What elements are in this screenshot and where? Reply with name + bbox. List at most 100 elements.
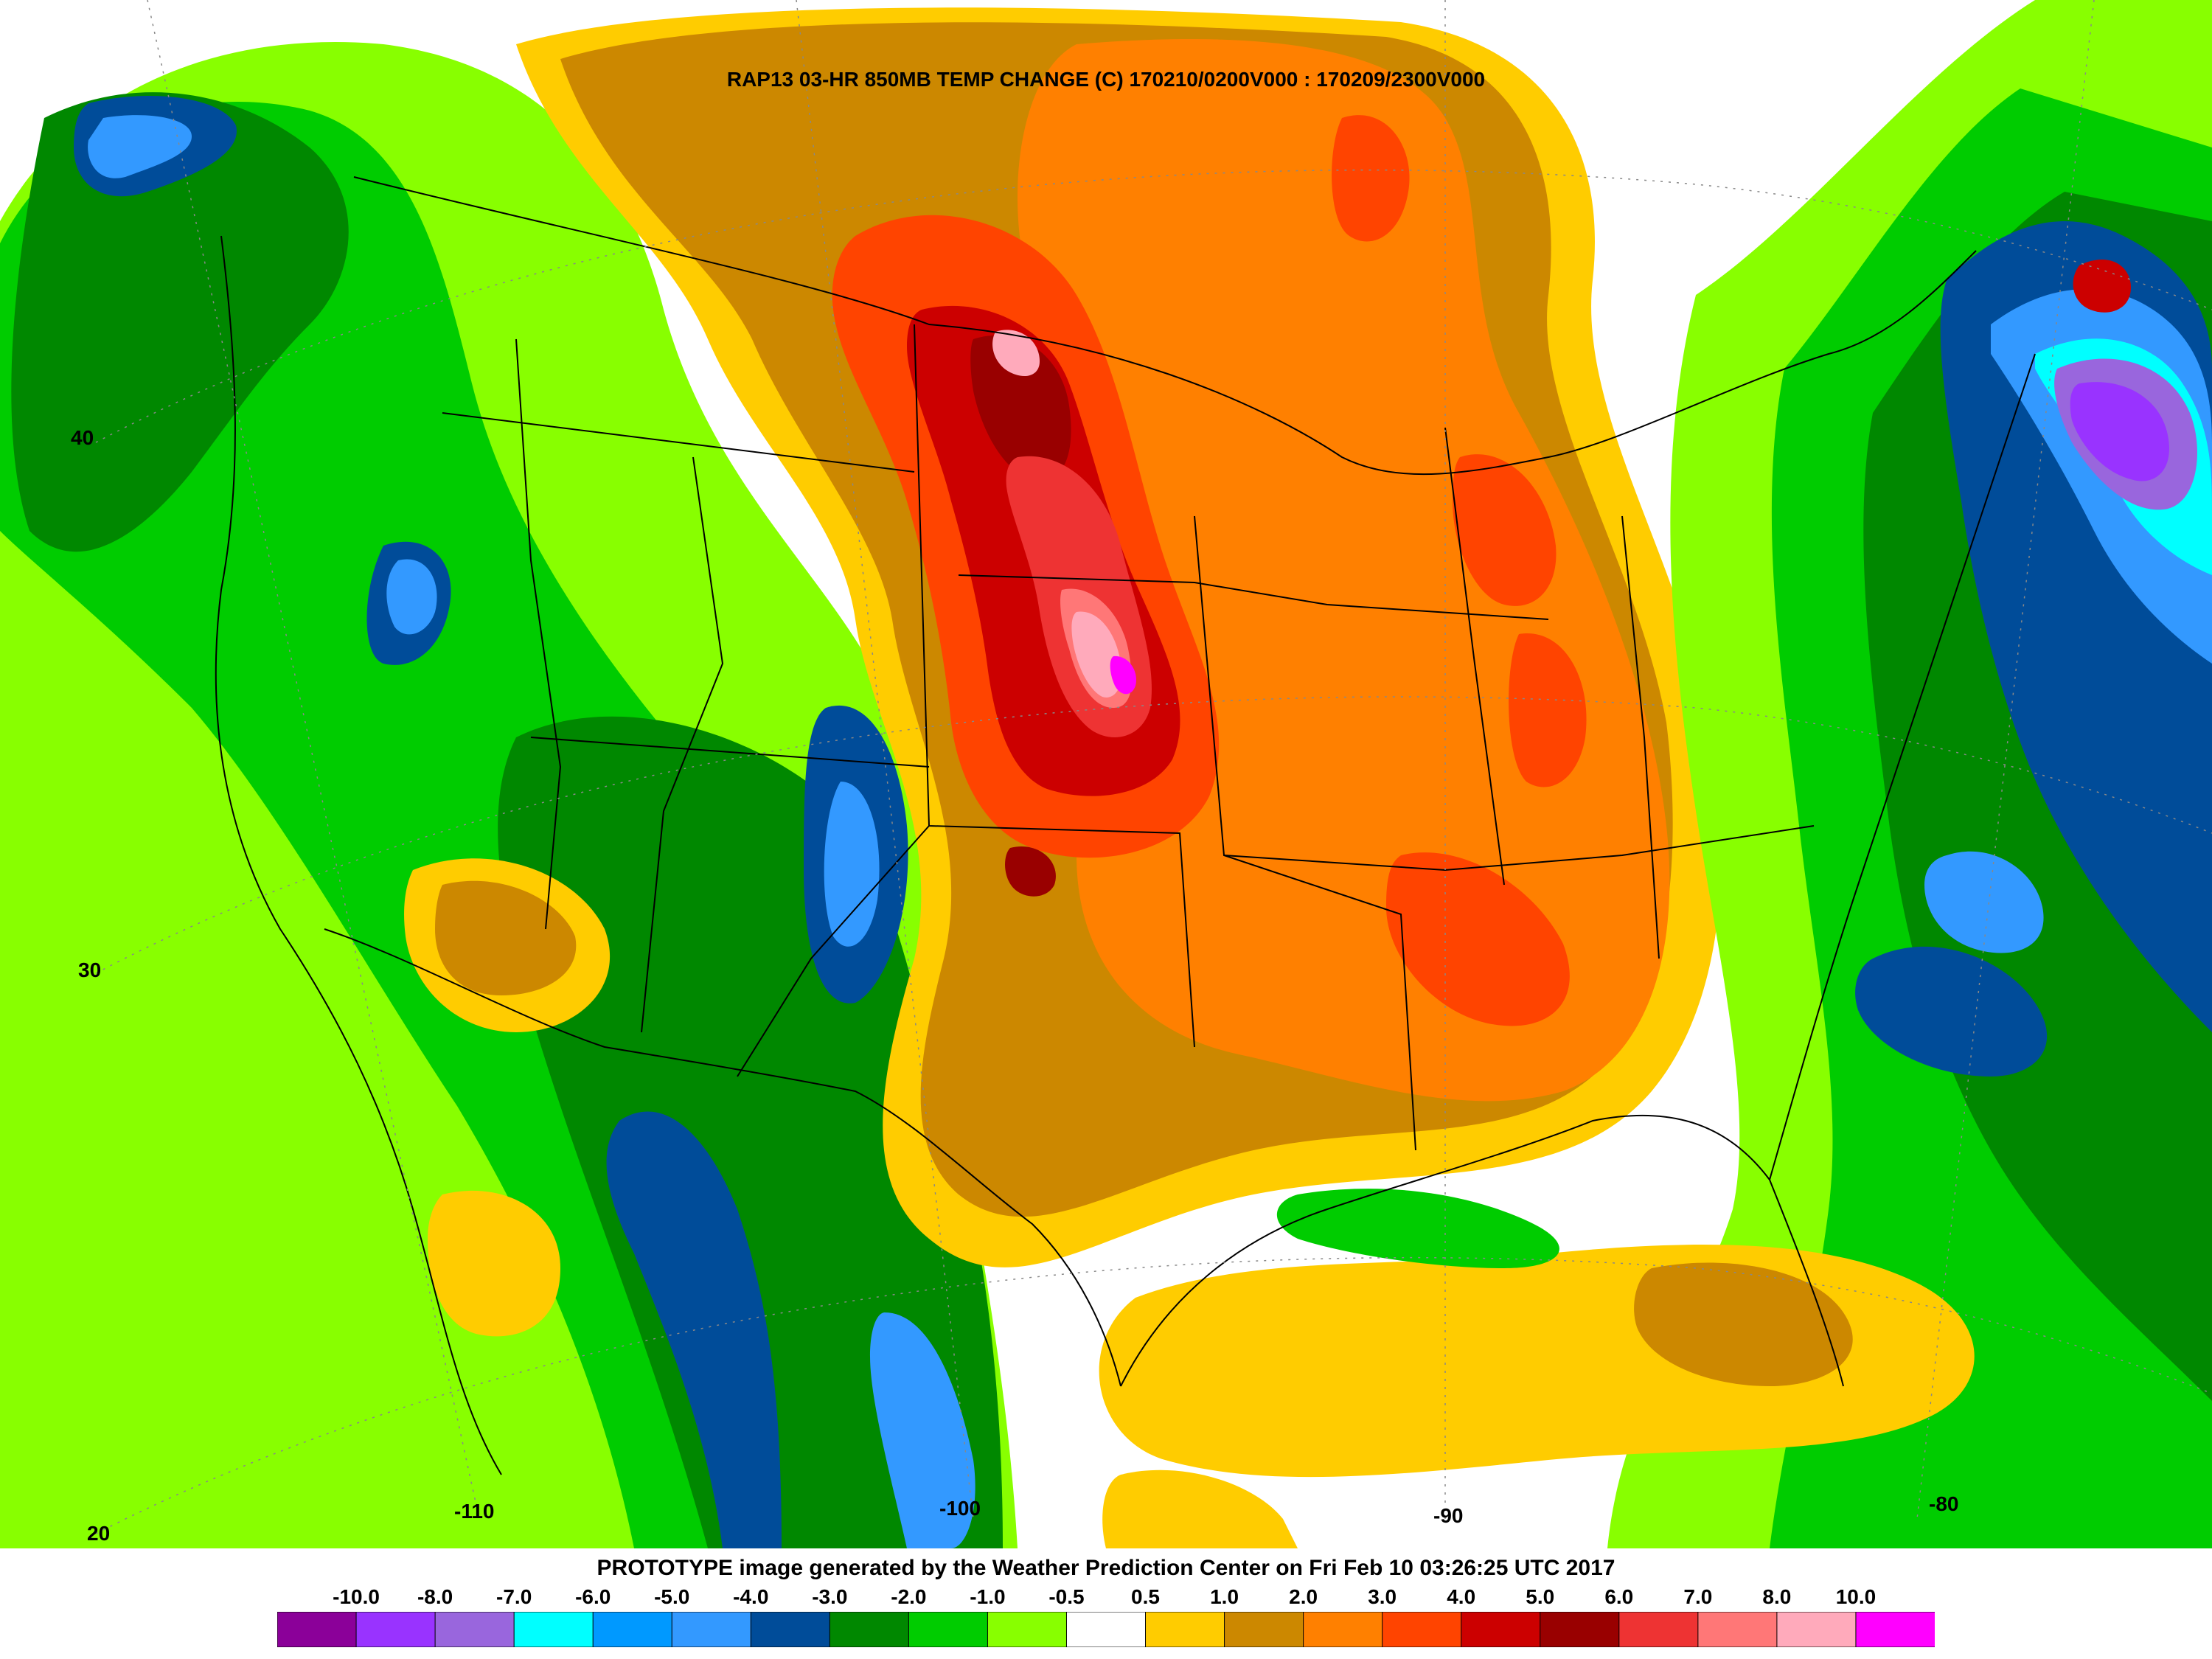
colorbar-label: -5.0	[654, 1585, 690, 1608]
colorbar	[277, 1612, 1935, 1647]
colorbar-label: -3.0	[812, 1585, 848, 1608]
field-neg2-nw	[11, 92, 349, 552]
colorbar-swatch	[277, 1612, 358, 1647]
state-line-8	[1621, 515, 1660, 959]
colorbar-swatch	[1618, 1612, 1699, 1647]
colorbar-swatch	[1145, 1612, 1225, 1647]
colorbar-label: 4.0	[1447, 1585, 1476, 1608]
east-coast	[1769, 353, 2036, 1180]
colorbar-label: -4.0	[733, 1585, 769, 1608]
colorbar-swatch	[908, 1612, 989, 1647]
state-line-11	[530, 737, 930, 768]
colorbar-label: 6.0	[1604, 1585, 1634, 1608]
colorbar-label: -1.0	[970, 1585, 1006, 1608]
lon-label-110: -110	[454, 1500, 495, 1523]
field-pos4-midwest	[1332, 115, 1410, 242]
colorbar-swatch	[1461, 1612, 1541, 1647]
field-pos2-gulf	[1634, 1262, 1853, 1386]
colorbar-swatch	[1697, 1612, 1778, 1647]
colorbar-label: 8.0	[1762, 1585, 1792, 1608]
colorbar-label: 10.0	[1835, 1585, 1877, 1608]
field-pos1-baja	[428, 1190, 560, 1337]
lat-line-40	[95, 169, 2212, 443]
colorbar-label: -2.0	[891, 1585, 927, 1608]
state-line-2	[914, 324, 1195, 1048]
lat-label-40: 40	[71, 426, 94, 449]
lat-label-20: 20	[87, 1522, 111, 1545]
state-line-5	[737, 825, 930, 1077]
gulf-coast	[1120, 1114, 1844, 1387]
colorbar-swatch	[592, 1612, 673, 1647]
field-neg4-nv	[386, 559, 437, 635]
colorbar-label: 3.0	[1368, 1585, 1397, 1608]
state-line-9	[515, 338, 562, 930]
colorbar-labels: -10.0 -8.0 -7.0 -6.0 -5.0 -4.0 -3.0 -2.0 -1.0 -0.…	[0, 1585, 2212, 1612]
colorbar-swatch	[1776, 1612, 1857, 1647]
field-pos4-tn	[1386, 852, 1570, 1026]
field-pos6-ks	[1005, 846, 1056, 897]
colorbar-swatch	[1065, 1612, 1147, 1647]
state-line-1	[641, 456, 724, 1033]
colorbar-label: 2.0	[1289, 1585, 1318, 1608]
field-neg4-nm	[824, 782, 880, 947]
lat-line-30	[95, 696, 2212, 974]
field-pos6-plains	[970, 335, 1071, 481]
weather-map	[0, 0, 2212, 1548]
footer-text: PROTOTYPE image generated by the Weather…	[597, 1556, 1615, 1580]
map-title: RAP13 03-HR 850MB TEMP CHANGE (C) 170210…	[726, 68, 1486, 91]
colorbar-swatch	[1382, 1612, 1462, 1647]
colorbar-label: -10.0	[333, 1585, 380, 1608]
state-line-6	[1223, 825, 1815, 872]
field-pos4-ohio	[1509, 633, 1587, 787]
colorbar-swatch	[829, 1612, 910, 1647]
colorbar-label: 5.0	[1526, 1585, 1555, 1608]
colorbar-swatch	[513, 1612, 594, 1647]
lon-label-90: -90	[1433, 1504, 1464, 1527]
colorbar-swatch	[671, 1612, 752, 1647]
lon-line-100	[796, 0, 974, 1520]
field-neg8-east	[2070, 382, 2169, 481]
colorbar-label: -8.0	[417, 1585, 453, 1608]
state-line-10	[442, 412, 915, 473]
field-pos1-mx	[1102, 1470, 1298, 1548]
field-neg4-nw	[88, 115, 192, 178]
colorbar-label: -7.0	[496, 1585, 532, 1608]
colorbar-label: -6.0	[575, 1585, 611, 1608]
field-pos11-plains	[1110, 655, 1136, 695]
temperature-change-field	[0, 0, 2212, 1548]
colorbar-label: -0.5	[1048, 1585, 1085, 1608]
field-neg4-atl	[1924, 851, 2044, 953]
colorbar-label: 0.5	[1131, 1585, 1160, 1608]
colorbar-swatch	[750, 1612, 831, 1647]
colorbar-swatch	[1855, 1612, 1935, 1647]
colorbar-label: 1.0	[1210, 1585, 1239, 1608]
lat-line-20	[95, 1256, 2212, 1534]
lon-label-80: -80	[1929, 1492, 1959, 1515]
field-neg3-atl	[1855, 946, 2048, 1077]
colorbar-swatch	[1224, 1612, 1304, 1647]
lat-lon-grid	[95, 0, 2212, 1534]
mexico-border	[324, 928, 1121, 1387]
lat-label-30: 30	[78, 959, 102, 981]
field-pos10-nd	[992, 330, 1040, 376]
field-neg1-gulf	[1276, 1189, 1559, 1268]
field-pos10-plains	[1071, 611, 1121, 698]
lon-line-80	[1916, 0, 2095, 1520]
colorbar-label: 7.0	[1683, 1585, 1713, 1608]
state-line-7	[1444, 427, 1505, 886]
west-coast	[215, 235, 502, 1475]
field-neg4-mx	[870, 1312, 975, 1548]
field-pos2-sw	[435, 880, 577, 995]
field-pos4-mi	[1453, 454, 1557, 606]
political-boundaries	[215, 176, 2036, 1475]
state-line-3	[1194, 515, 1416, 1151]
colorbar-swatch	[987, 1612, 1068, 1647]
field-pos5-maine	[2073, 259, 2131, 313]
lon-label-100: -100	[939, 1497, 981, 1520]
state-line-4	[958, 574, 1549, 620]
colorbar-swatch	[434, 1612, 515, 1647]
canada-border	[353, 176, 1977, 476]
colorbar-swatch	[355, 1612, 437, 1647]
colorbar-swatch	[1540, 1612, 1620, 1647]
colorbar-swatch	[1303, 1612, 1383, 1647]
